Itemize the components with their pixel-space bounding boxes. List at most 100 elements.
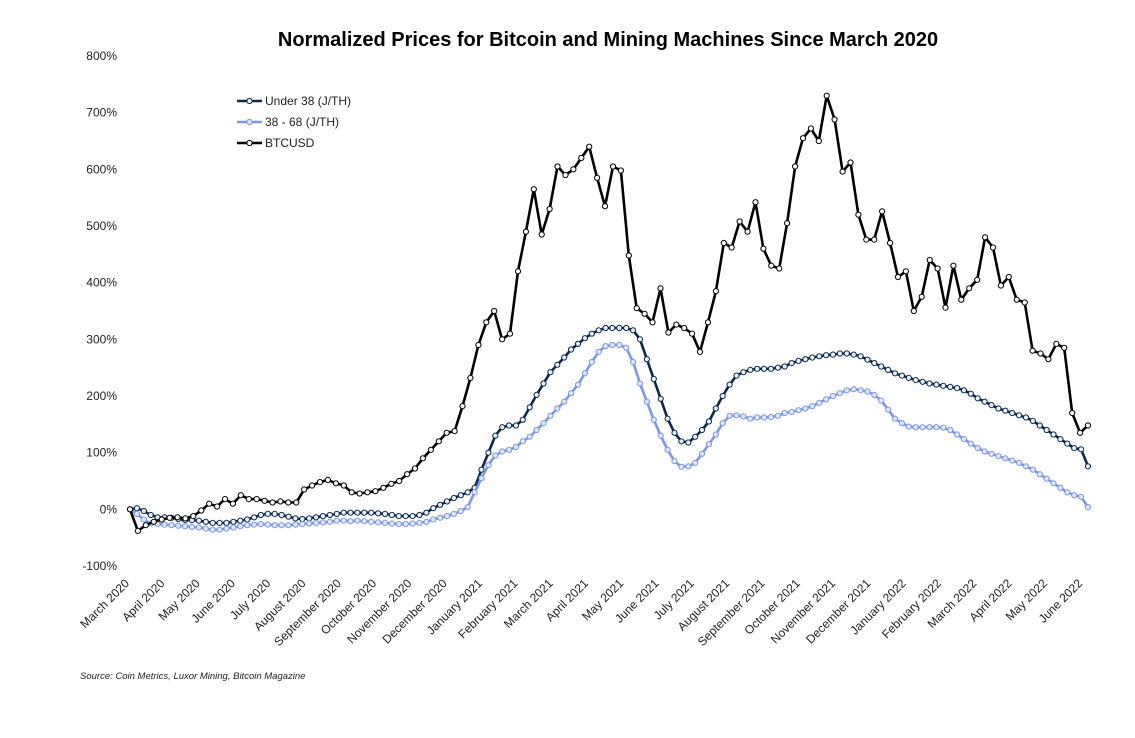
data-point: [678, 463, 685, 470]
data-point: [623, 324, 630, 332]
y-tick-label: 400%: [86, 276, 117, 290]
data-point: [437, 501, 444, 508]
data-point: [630, 358, 637, 366]
data-point: [340, 509, 347, 516]
data-point: [506, 422, 513, 429]
data-point: [767, 413, 775, 421]
data-point: [244, 522, 251, 529]
data-point: [616, 324, 623, 332]
data-point: [816, 399, 823, 406]
data-point: [616, 341, 623, 349]
data-point: [1084, 504, 1092, 511]
data-point: [795, 357, 802, 364]
data-point: [1009, 409, 1016, 417]
data-point: [1005, 273, 1012, 281]
data-point: [863, 236, 870, 243]
data-point: [499, 448, 506, 455]
data-point: [594, 174, 601, 181]
series-line: [128, 94, 1089, 533]
data-point: [457, 492, 464, 499]
data-point: [278, 522, 285, 529]
data-point: [788, 360, 795, 367]
data-point: [333, 510, 340, 518]
data-point: [158, 516, 165, 523]
data-point: [1037, 350, 1044, 357]
data-point: [223, 525, 230, 532]
data-point: [347, 509, 354, 516]
data-point: [202, 525, 209, 532]
data-point: [464, 504, 471, 511]
data-point: [364, 489, 371, 496]
data-point: [368, 509, 375, 516]
data-point: [198, 507, 205, 514]
data-point: [356, 490, 363, 497]
data-point: [871, 236, 878, 243]
data-point: [522, 228, 530, 235]
data-point: [910, 307, 917, 315]
data-point: [1053, 340, 1060, 347]
data-point: [871, 391, 878, 398]
data-point: [850, 386, 857, 393]
y-tick-label: 500%: [86, 219, 117, 233]
data-point: [223, 519, 230, 527]
data-point: [809, 403, 816, 410]
data-point: [237, 523, 244, 530]
legend-marker: [246, 139, 253, 147]
data-point: [570, 166, 577, 173]
data-point: [340, 482, 347, 489]
data-point: [411, 465, 419, 472]
data-point: [459, 403, 466, 410]
y-tick-label: 200%: [86, 389, 117, 403]
data-point: [430, 505, 437, 512]
data-point: [404, 471, 411, 478]
data-point: [829, 392, 837, 400]
data-point: [229, 500, 236, 507]
data-point: [650, 375, 657, 383]
y-tick-label: 800%: [86, 49, 117, 63]
data-point: [802, 356, 809, 363]
data-point: [271, 522, 278, 529]
data-point: [506, 446, 513, 453]
data-point: [519, 438, 526, 445]
data-point: [540, 380, 547, 387]
data-point: [788, 408, 795, 415]
data-point: [664, 415, 671, 422]
data-point: [643, 398, 651, 405]
data-point: [894, 273, 902, 281]
data-point: [601, 203, 609, 210]
data-point: [483, 319, 490, 326]
data-point: [602, 324, 609, 332]
data-point: [784, 220, 791, 227]
data-point: [781, 409, 788, 417]
data-point: [150, 518, 157, 525]
data-point: [719, 392, 726, 400]
data-point: [1084, 463, 1092, 470]
data-point: [586, 143, 593, 150]
y-tick-label: 0%: [100, 502, 118, 516]
data-point: [257, 521, 264, 528]
data-point: [595, 348, 602, 355]
data-point: [264, 521, 271, 528]
data-point: [974, 445, 981, 452]
data-point: [720, 239, 727, 247]
data-point: [188, 523, 196, 531]
data-point: [271, 510, 278, 518]
data-point: [754, 365, 761, 372]
data-point: [1036, 471, 1043, 478]
data-point: [313, 519, 320, 527]
data-point: [1013, 296, 1020, 303]
data-point: [843, 387, 850, 394]
data-point: [1045, 356, 1052, 363]
data-point: [561, 398, 568, 405]
data-point: [471, 489, 478, 496]
data-point: [423, 509, 430, 516]
data-point: [733, 412, 740, 419]
data-point: [568, 346, 575, 353]
data-point: [776, 265, 783, 272]
data-point: [1050, 480, 1057, 487]
data-point: [547, 369, 554, 376]
data-point: [285, 499, 292, 506]
data-point: [491, 307, 498, 315]
data-point: [361, 518, 368, 525]
data-point: [747, 366, 754, 373]
